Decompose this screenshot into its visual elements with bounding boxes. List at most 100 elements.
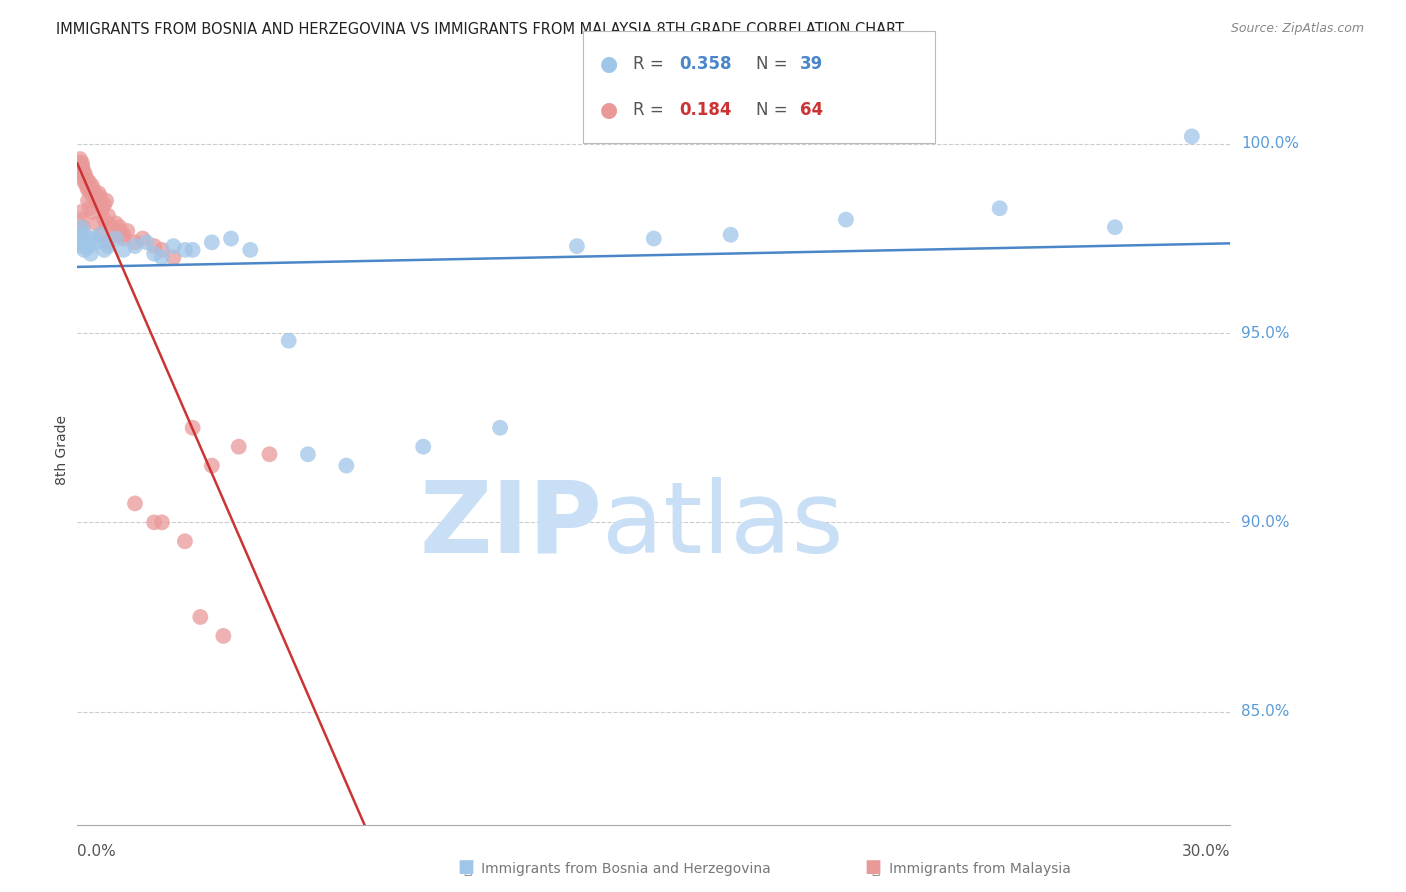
Point xyxy=(76,182,98,196)
Text: 85.0%: 85.0% xyxy=(1241,704,1289,719)
Point xyxy=(335,458,357,473)
Point xyxy=(150,243,173,257)
Point xyxy=(108,220,131,235)
Point xyxy=(104,216,127,230)
Point xyxy=(112,231,135,245)
Point xyxy=(143,516,166,530)
Point xyxy=(93,243,115,257)
Point xyxy=(201,235,224,250)
Point xyxy=(412,440,434,454)
Text: ZIP: ZIP xyxy=(419,477,602,574)
Point xyxy=(80,178,103,193)
Text: 30.0%: 30.0% xyxy=(1182,844,1230,859)
Point xyxy=(150,516,173,530)
Point xyxy=(80,186,103,201)
Point xyxy=(124,239,146,253)
Text: ⬜  Immigrants from Malaysia: ⬜ Immigrants from Malaysia xyxy=(872,862,1070,876)
Point xyxy=(174,534,197,549)
Point xyxy=(150,251,173,265)
Text: R =: R = xyxy=(633,55,669,73)
Point xyxy=(162,251,184,265)
Text: 100.0%: 100.0% xyxy=(1241,136,1299,152)
Point xyxy=(489,421,512,435)
Point xyxy=(259,447,281,461)
Point xyxy=(72,171,94,186)
Point xyxy=(82,182,104,196)
Point xyxy=(297,447,319,461)
Point xyxy=(988,201,1011,215)
Point xyxy=(96,216,117,230)
Point xyxy=(77,194,100,208)
Text: ■: ■ xyxy=(457,858,474,876)
Point xyxy=(69,160,91,174)
Text: atlas: atlas xyxy=(602,477,844,574)
Point xyxy=(70,156,93,170)
Point xyxy=(80,246,103,260)
Point xyxy=(181,243,204,257)
Point xyxy=(174,243,197,257)
Point xyxy=(72,167,94,181)
Point xyxy=(79,182,101,196)
Point xyxy=(73,167,96,181)
Point xyxy=(86,235,108,250)
Point xyxy=(108,224,131,238)
Point xyxy=(72,160,94,174)
Point xyxy=(73,227,96,242)
Point xyxy=(69,227,91,242)
Text: ⬜  Immigrants from Bosnia and Herzegovina: ⬜ Immigrants from Bosnia and Herzegovina xyxy=(464,862,770,876)
Text: ●: ● xyxy=(600,54,617,74)
Point xyxy=(1181,129,1204,144)
Point xyxy=(77,239,100,253)
Point xyxy=(720,227,742,242)
Point xyxy=(79,201,101,215)
Point xyxy=(86,216,108,230)
Point xyxy=(76,178,98,193)
Point xyxy=(72,220,94,235)
Point xyxy=(93,197,115,211)
Point xyxy=(86,194,108,208)
Text: 90.0%: 90.0% xyxy=(1241,515,1289,530)
Point xyxy=(89,190,111,204)
Text: 95.0%: 95.0% xyxy=(1241,326,1289,341)
Text: N =: N = xyxy=(756,101,793,119)
Point xyxy=(124,235,146,250)
Point xyxy=(104,231,127,245)
Point xyxy=(835,212,858,227)
Text: ■: ■ xyxy=(865,858,882,876)
Point xyxy=(82,205,104,219)
Point xyxy=(131,231,153,245)
Point xyxy=(143,246,166,260)
Point xyxy=(565,239,588,253)
Point xyxy=(104,227,127,242)
Point xyxy=(101,220,124,235)
Point xyxy=(117,224,139,238)
Point xyxy=(643,231,665,245)
Text: R =: R = xyxy=(633,101,669,119)
Point xyxy=(135,235,157,250)
Point xyxy=(67,235,90,250)
Point xyxy=(212,629,235,643)
Point xyxy=(70,212,93,227)
Point xyxy=(239,243,262,257)
Text: IMMIGRANTS FROM BOSNIA AND HERZEGOVINA VS IMMIGRANTS FROM MALAYSIA 8TH GRADE COR: IMMIGRANTS FROM BOSNIA AND HERZEGOVINA V… xyxy=(56,22,904,37)
Y-axis label: 8th Grade: 8th Grade xyxy=(55,416,69,485)
Point xyxy=(124,496,146,510)
Text: 0.184: 0.184 xyxy=(679,101,731,119)
Point xyxy=(89,227,111,242)
Point xyxy=(97,239,120,253)
Point xyxy=(87,186,110,201)
Text: 0.358: 0.358 xyxy=(679,55,731,73)
Point xyxy=(69,152,91,166)
Point xyxy=(162,239,184,253)
Text: 39: 39 xyxy=(800,55,824,73)
Point xyxy=(70,163,93,178)
Point xyxy=(89,227,111,242)
Point xyxy=(97,209,120,223)
Point xyxy=(73,175,96,189)
Point xyxy=(72,163,94,178)
Point xyxy=(75,171,97,186)
Point xyxy=(1104,220,1126,235)
Point xyxy=(93,212,115,227)
Point xyxy=(73,243,96,257)
Point xyxy=(70,205,93,219)
